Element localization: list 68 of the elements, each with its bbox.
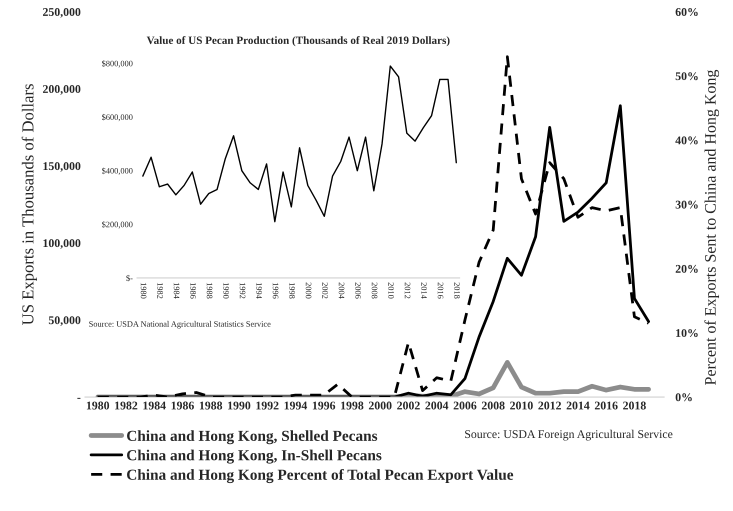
x-tick-label: 2014	[566, 402, 590, 410]
y-tick-label: 100,000	[43, 239, 80, 249]
x-tick-label: 1998	[341, 402, 364, 410]
y-tick-label: 50,000	[48, 316, 80, 326]
legend-label: China and Hong Kong Percent of Total Pecan Export Value	[127, 468, 514, 484]
y-tick-label: $400,000	[102, 168, 133, 175]
x-tick-label: 1986	[190, 282, 196, 299]
x-tick-label: 2000	[368, 402, 392, 410]
legend-label: China and Hong Kong, In-Shell Pecans	[127, 450, 382, 464]
x-tick-label: 1994	[284, 402, 308, 410]
source-note: Source: USDA Foreign Agricultural Service	[465, 430, 672, 441]
y-tick-label: -	[77, 398, 80, 399]
x-tick-label: 2002	[397, 402, 420, 410]
x-tick-label: 1994	[256, 282, 262, 299]
annotation: Source: USDA National Agricultural Statistics Service	[89, 320, 271, 328]
x-tick-label: 2016	[438, 282, 444, 299]
x-tick-label: 1980	[140, 282, 146, 298]
y2-tick-label: 0%	[676, 393, 692, 402]
line-series	[142, 65, 457, 222]
x-tick-label: 1992	[240, 282, 246, 298]
x-tick-label: 1990	[228, 402, 250, 410]
legend-label: China and Hong Kong, Shelled Pecans	[127, 430, 378, 444]
line-series	[95, 360, 651, 398]
x-tick-label: 1988	[200, 402, 222, 410]
x-tick-label: 1988	[206, 282, 212, 298]
x-tick-label: 1996	[272, 282, 278, 299]
x-tick-label: 1984	[143, 402, 166, 410]
y-tick-label: $200,000	[102, 221, 133, 228]
x-tick-label: 2006	[355, 282, 361, 299]
x-tick-label: 1982	[157, 282, 163, 298]
x-tick-label: 1984	[174, 282, 180, 299]
x-tick-label: 2000	[306, 282, 312, 298]
x-tick-label: 1996	[312, 402, 336, 410]
y-tick-label: $-	[126, 274, 133, 282]
x-tick-label: 2016	[594, 402, 618, 410]
y2-tick-label: 20%	[676, 264, 698, 273]
x-tick-label: 2008	[372, 282, 378, 298]
y-axis-title: US Exports in Thousands of Dollars	[22, 84, 37, 325]
x-tick-label: 2018	[454, 282, 460, 298]
y2-tick-label: 10%	[676, 329, 698, 338]
y2-tick-label: 30%	[676, 200, 698, 209]
y2-axis-title: Percent of Exports Sent to China and Hong Kong	[704, 70, 720, 385]
y-tick-label: 150,000	[43, 162, 80, 172]
x-tick-label: 2014	[421, 282, 427, 299]
y2-tick-label: 60%	[676, 8, 698, 16]
x-tick-label: 1986	[172, 402, 194, 410]
x-tick-label: 2004	[425, 402, 448, 410]
x-tick-label: 2012	[404, 282, 410, 298]
x-tick-label: 2006	[454, 402, 476, 410]
x-tick-label: 1990	[223, 282, 229, 298]
x-tick-label: 1998	[289, 282, 295, 298]
x-tick-label: 2002	[322, 282, 328, 298]
x-tick-label: 1992	[256, 402, 279, 410]
x-tick-label: 2008	[482, 402, 505, 410]
x-tick-label: 2010	[388, 282, 394, 298]
y-tick-label: $800,000	[102, 60, 133, 68]
y2-tick-label: 40%	[675, 136, 698, 144]
x-tick-label: 2018	[623, 402, 646, 410]
y-tick-label: $600,000	[102, 114, 133, 122]
x-tick-label: 2010	[510, 402, 533, 410]
chart-title: Value of US Pecan Production (Thousands of Real 2019 Dollars)	[146, 36, 450, 46]
x-tick-label: 1980	[86, 402, 110, 410]
y-tick-label: 250,000	[42, 8, 80, 18]
x-tick-label: 2012	[538, 402, 561, 410]
x-tick-label: 2004	[338, 282, 344, 299]
y2-tick-label: 50%	[676, 72, 698, 80]
x-tick-label: 1982	[115, 402, 138, 410]
y-tick-label: 200,000	[42, 85, 80, 95]
